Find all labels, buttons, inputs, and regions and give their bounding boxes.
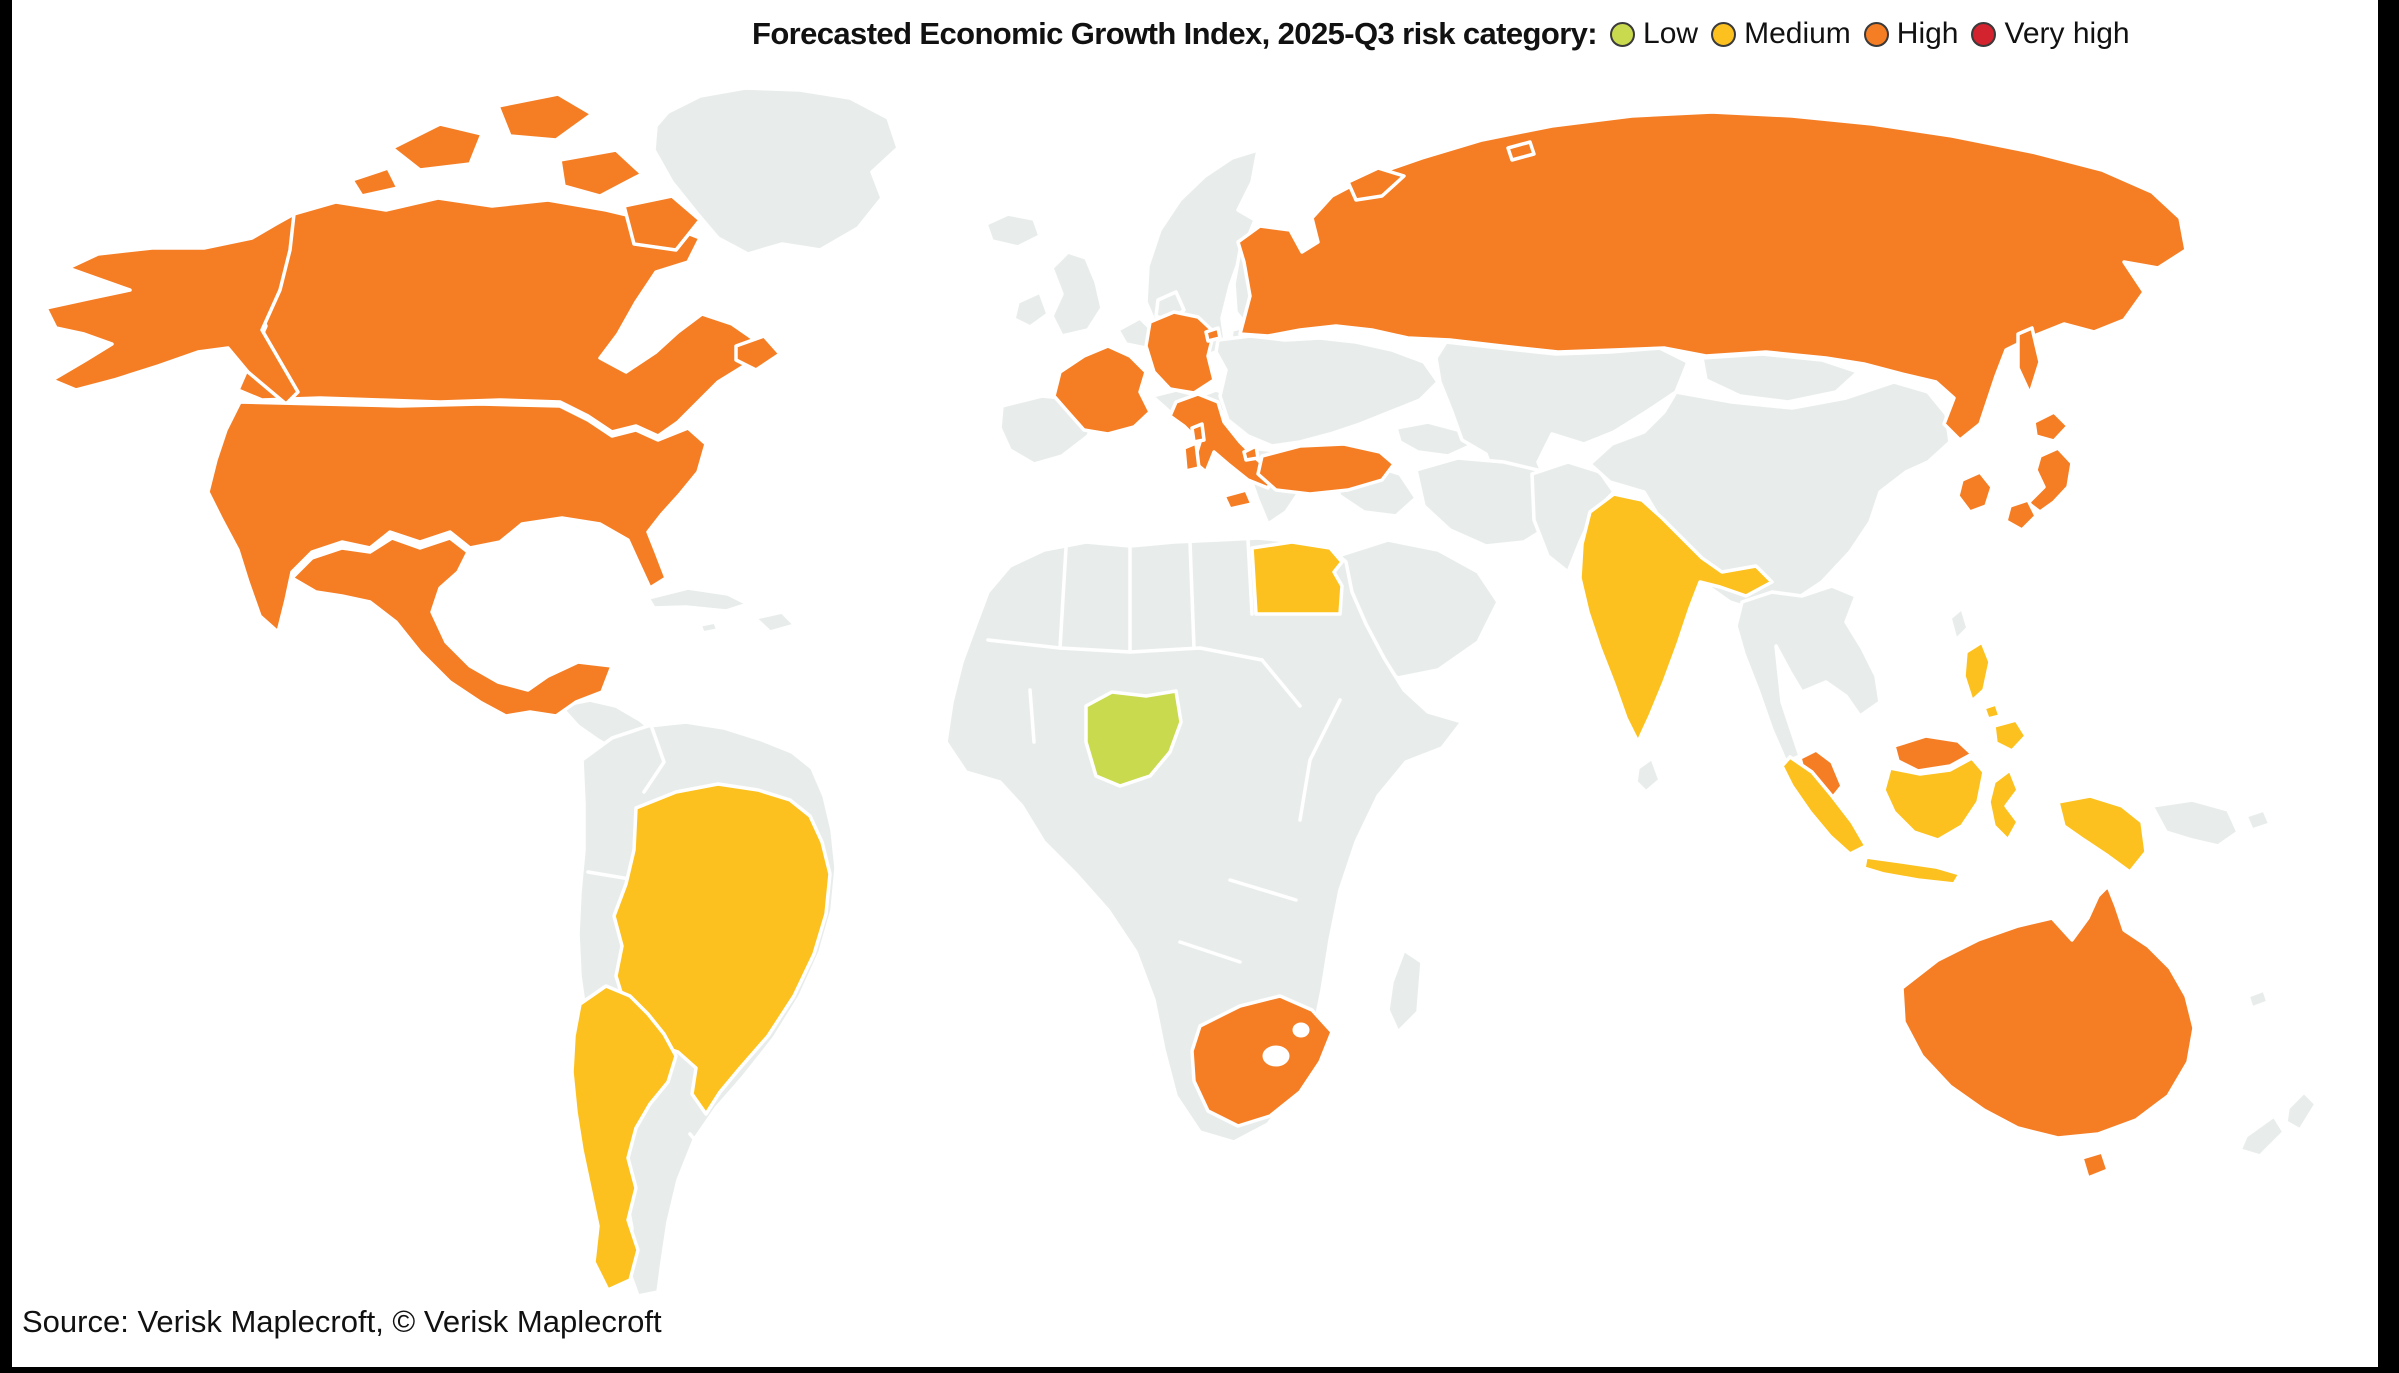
country-russia-island[interactable] (1506, 140, 1536, 162)
landmass-caucasus (1394, 420, 1472, 458)
country-canada-newfoundland[interactable] (734, 334, 782, 372)
country-malaysia-borneo[interactable] (1892, 734, 1974, 773)
country-canada-baffin[interactable] (622, 194, 702, 252)
country-usa-alaska[interactable] (44, 212, 300, 406)
country-russia[interactable] (1236, 110, 2188, 442)
landmass-cuba (646, 586, 750, 613)
landmass-madagascar (1386, 948, 1424, 1034)
country-south-korea[interactable] (1956, 470, 1994, 514)
landmass-china (1588, 380, 1952, 614)
country-indonesia-papua[interactable] (2056, 794, 2148, 874)
country-italy-sardinia[interactable] (1182, 441, 1201, 473)
country-germany[interactable] (1144, 310, 1216, 395)
country-russia-kaliningrad[interactable] (1204, 326, 1222, 343)
country-indonesia-sulawesi[interactable] (1987, 768, 2020, 842)
source-note: Source: Verisk Maplecroft, © Verisk Mapl… (22, 1304, 662, 1339)
country-australia-tasmania[interactable] (2080, 1150, 2110, 1180)
country-canada-island[interactable] (350, 166, 400, 198)
landmass-jamaica (698, 620, 720, 635)
country-brazil[interactable] (612, 782, 832, 1116)
landmass-uk (1050, 250, 1104, 338)
landmass-new-zealand-north (2284, 1090, 2318, 1132)
landmass-east-europe (1214, 334, 1440, 448)
legend-item-low[interactable]: Low (1610, 17, 1698, 51)
legend-item-medium[interactable]: Medium (1711, 17, 1851, 51)
letterbox-right (2378, 0, 2399, 1373)
country-france-corsica[interactable] (1190, 422, 1206, 444)
legend-label: Low (1643, 17, 1699, 50)
landmass-hispaniola (753, 610, 797, 634)
country-mexico[interactable] (290, 536, 614, 718)
country-egypt[interactable] (1250, 540, 1344, 616)
landmass-taiwan (1948, 606, 1970, 642)
country-italy-sicily[interactable] (1222, 488, 1254, 511)
title-legend-bar: Forecasted Economic Growth Index, 2025-Q… (752, 16, 2130, 52)
country-turkey[interactable] (1256, 442, 1396, 496)
country-russia-sakhalin[interactable] (2016, 326, 2042, 396)
country-japan-kyushu[interactable] (2004, 498, 2038, 532)
country-japan-hokkaido[interactable] (2032, 410, 2070, 443)
countries-with-data (44, 92, 2196, 1292)
chart-title: Forecasted Economic Growth Index, 2025-Q… (752, 16, 1598, 51)
country-philippines-visayas[interactable] (1982, 702, 2002, 721)
landmass-papua-new-guinea (2150, 798, 2240, 848)
landmass-new-britain (2244, 808, 2272, 832)
legend-item-high[interactable]: High (1863, 17, 1959, 51)
country-argentina[interactable] (570, 984, 678, 1292)
country-russia-novaya-zemlya[interactable] (1346, 166, 1406, 202)
country-indonesia-sumatra[interactable] (1780, 755, 1868, 856)
country-india[interactable] (1578, 492, 1774, 744)
legend-label: Very high (2004, 17, 2130, 50)
landmass-iceland (984, 212, 1042, 249)
legend-dot-icon (1971, 21, 1997, 47)
legend-label: High (1896, 17, 1959, 50)
country-france[interactable] (1052, 344, 1152, 436)
letterbox-bottom (0, 1367, 2399, 1373)
country-canada-island[interactable] (390, 122, 484, 172)
country-japan-honshu[interactable] (2026, 446, 2074, 514)
border-lines (586, 538, 1342, 1160)
country-nigeria[interactable] (1084, 689, 1183, 788)
legend-dot-icon (1610, 21, 1636, 47)
legend: Low Medium High Very high (1597, 17, 2130, 51)
landmass-sri-lanka (1634, 756, 1662, 794)
country-australia[interactable] (1900, 884, 2196, 1140)
country-indonesia-kalimantan[interactable] (1882, 756, 1986, 842)
legend-dot-icon (1711, 21, 1737, 47)
letterbox-left (0, 0, 12, 1373)
country-lesotho-hole (1262, 1045, 1290, 1067)
country-usa[interactable] (206, 400, 708, 634)
landmass-new-caledonia (2246, 988, 2270, 1010)
landmass-new-zealand-south (2238, 1114, 2286, 1158)
country-indonesia-java[interactable] (1862, 855, 1962, 886)
landmass-ireland (1012, 290, 1050, 329)
country-canada-island[interactable] (496, 92, 594, 142)
country-eswatini-hole (1292, 1022, 1310, 1038)
landmass-greenland (652, 86, 900, 256)
country-canada-island[interactable] (558, 148, 644, 198)
landmass-africa (944, 536, 1464, 1144)
landmass-mongolia (1700, 352, 1860, 404)
legend-label: Medium (1744, 17, 1851, 50)
legend-dot-icon (1863, 21, 1889, 47)
country-philippines-luzon[interactable] (1962, 640, 1992, 703)
country-philippines-mindanao[interactable] (1992, 718, 2028, 753)
legend-item-very-high[interactable]: Very high (1971, 17, 2130, 51)
landmass-indochina (1734, 584, 1882, 764)
country-turkey-thrace[interactable] (1242, 444, 1260, 462)
